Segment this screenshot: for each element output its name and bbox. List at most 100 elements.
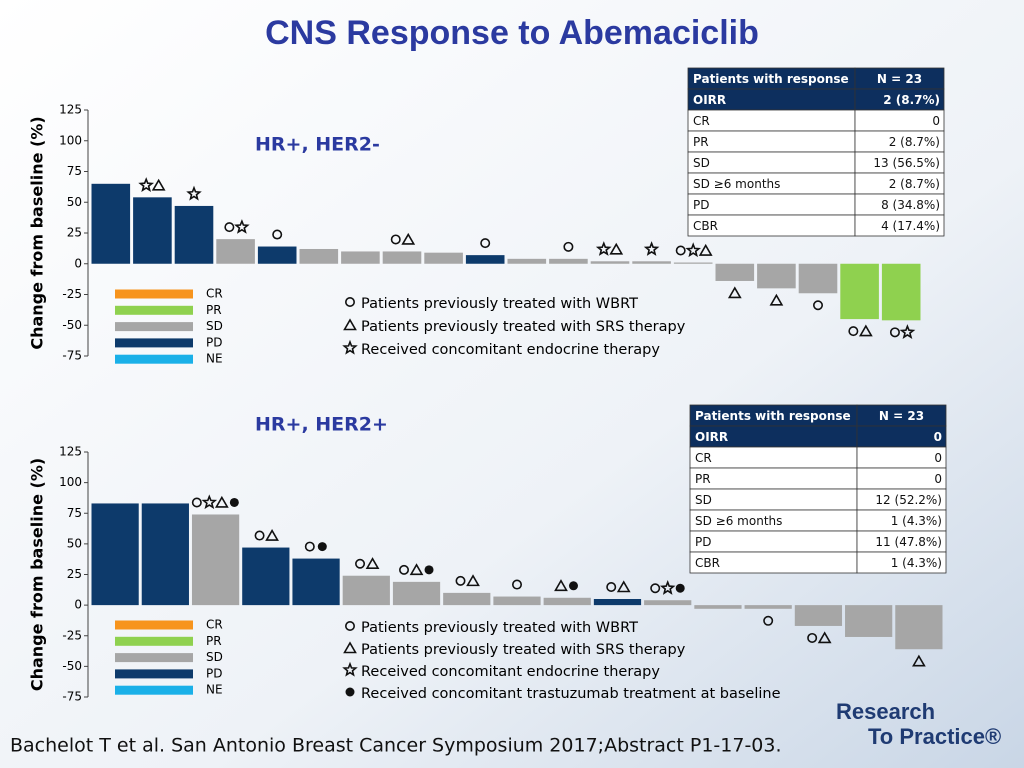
marker-dot: [568, 581, 578, 591]
legend-swatch: [115, 338, 193, 348]
marker-star: [595, 241, 612, 256]
bar: [694, 605, 742, 609]
marker-star: [342, 339, 358, 355]
y-tick-label: 25: [67, 567, 82, 581]
table-cell: [856, 425, 947, 448]
legend-label: NE: [206, 683, 223, 697]
marker-triangle: [401, 232, 416, 245]
symbol-legend-label: Received concomitant endocrine therapy: [361, 664, 660, 680]
marker-triangle: [343, 318, 357, 331]
bar: [342, 575, 390, 606]
table-cell: [689, 467, 858, 490]
bar: [292, 558, 340, 606]
y-tick-label: 75: [67, 506, 82, 520]
table-text: 2 (8.7%): [889, 135, 940, 149]
marker-circle: [399, 564, 410, 575]
marker-triangle: [698, 243, 713, 256]
table-text: CBR: [693, 219, 718, 233]
bar: [392, 581, 441, 606]
bar: [881, 263, 921, 321]
bar: [507, 258, 547, 264]
table-text: 8 (34.8%): [881, 198, 940, 212]
marker-circle: [224, 222, 235, 233]
table-text: 1 (4.3%): [891, 556, 942, 570]
slide-title: CNS Response to Abemaciclib: [265, 14, 759, 52]
marker-dot: [229, 497, 239, 507]
legend-label: PD: [206, 666, 222, 680]
marker-circle: [812, 300, 823, 311]
marker-star: [685, 242, 701, 258]
bar: [299, 248, 339, 264]
marker-triangle: [817, 631, 832, 644]
table-cell: [856, 446, 947, 469]
y-tick-label: -75: [62, 690, 82, 704]
bar: [632, 261, 671, 264]
bar: [257, 246, 297, 264]
y-tick-label: -50: [62, 659, 82, 673]
marker-dot: [675, 583, 685, 593]
symbol-legend-label: Received concomitant endocrine therapy: [361, 342, 660, 358]
table-text: OIRR: [695, 430, 728, 444]
marker-circle: [606, 581, 617, 592]
marker-triangle: [609, 242, 624, 255]
bar: [673, 262, 713, 264]
y-tick-label: 125: [59, 103, 82, 117]
marker-circle: [254, 530, 265, 541]
marker-triangle: [265, 528, 279, 541]
marker-circle: [563, 241, 574, 252]
table-text: SD ≥6 months: [693, 177, 780, 191]
marker-circle: [344, 296, 355, 307]
bar: [798, 263, 838, 294]
legend-label: PR: [206, 634, 222, 648]
bar: [91, 503, 139, 606]
table-text: Patients with response: [695, 409, 851, 423]
symbol-legend-label: Received concomitant trastuzumab treatme…: [361, 686, 781, 702]
table-text: 0: [934, 472, 942, 486]
bar: [543, 597, 591, 606]
marker-triangle: [409, 563, 424, 576]
bar: [757, 263, 796, 289]
legend-swatch: [115, 322, 193, 332]
bar: [744, 605, 792, 609]
table-text: Patients with response: [693, 72, 849, 86]
bar: [141, 503, 189, 606]
legend-label: PR: [206, 303, 222, 317]
marker-dot: [345, 687, 355, 697]
bar: [493, 596, 541, 606]
table-text: 4 (17.4%): [881, 219, 940, 233]
table-cell: [687, 193, 856, 216]
bar: [242, 547, 290, 606]
table-text: PD: [695, 535, 711, 549]
table-text: 11 (47.8%): [875, 535, 942, 549]
marker-triangle: [616, 580, 631, 593]
legend-swatch: [115, 669, 193, 679]
marker-circle: [511, 579, 522, 590]
marker-triangle: [769, 293, 784, 306]
bar: [424, 252, 463, 264]
table-text: CR: [693, 114, 710, 128]
symbol-legend-label: Patients previously treated with SRS the…: [361, 319, 686, 335]
marker-dot: [317, 542, 327, 552]
marker-star: [659, 579, 676, 595]
y-axis-label: Change from baseline (%): [28, 116, 47, 349]
citation: Bachelot T et al. San Antonio Breast Can…: [10, 735, 782, 757]
table-cell: [687, 130, 856, 153]
marker-circle: [675, 245, 686, 256]
table-text: PD: [693, 198, 709, 212]
symbol-legend-label: Patients previously treated with WBRT: [361, 296, 638, 312]
legend-label: CR: [206, 287, 223, 301]
table-text: 2 (8.7%): [883, 93, 940, 107]
marker-circle: [191, 497, 202, 508]
table-text: SD ≥6 months: [695, 514, 782, 528]
y-tick-label: 100: [59, 475, 82, 489]
marker-star: [138, 177, 155, 193]
logo: To Practice®: [868, 724, 1001, 749]
marker-circle: [344, 620, 355, 631]
table-text: 0: [934, 451, 942, 465]
table-cell: [687, 109, 856, 132]
marker-star: [643, 241, 660, 256]
bar: [174, 205, 214, 264]
marker-circle: [480, 238, 491, 249]
chart-subtitle: HR+, HER2+: [255, 414, 388, 436]
